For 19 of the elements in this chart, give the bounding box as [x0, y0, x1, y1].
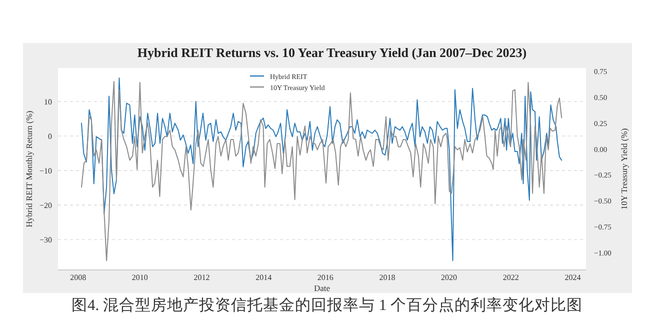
x-tick-label: 2010 — [132, 273, 148, 282]
y-tick-label: 10 — [44, 97, 52, 106]
chart-title: Hybrid REIT Returns vs. 10 Year Treasury Yield (Jan 2007–Dec 2023) — [137, 45, 527, 60]
x-axis-title: Date — [314, 283, 330, 293]
x-tick-label: 2018 — [379, 273, 396, 282]
y-tick-label: −30 — [39, 236, 52, 245]
y-tick-label: −10 — [39, 166, 52, 176]
caption: 图4. 混合型房地产投资信托基金的回报率与 1 个百分点的利率变化对比图 — [72, 296, 582, 314]
y-tick-label: 0 — [48, 132, 52, 142]
x-tick-label: 2020 — [441, 273, 458, 282]
y-tick-label: −20 — [39, 201, 52, 210]
x-tick-label: 2024 — [564, 273, 581, 282]
x-tick-label: 2012 — [194, 273, 210, 282]
y2-axis-title: 10Y Treasury Yield (%) — [619, 128, 629, 210]
x-tick-label: 2016 — [317, 273, 334, 282]
x-tick-label: 2014 — [256, 273, 272, 282]
y-axis-title: Hybrid REIT Monthly Return (%) — [24, 110, 34, 228]
x-tick-label: 2008 — [70, 273, 86, 282]
x-tick-label: 2022 — [502, 273, 519, 282]
